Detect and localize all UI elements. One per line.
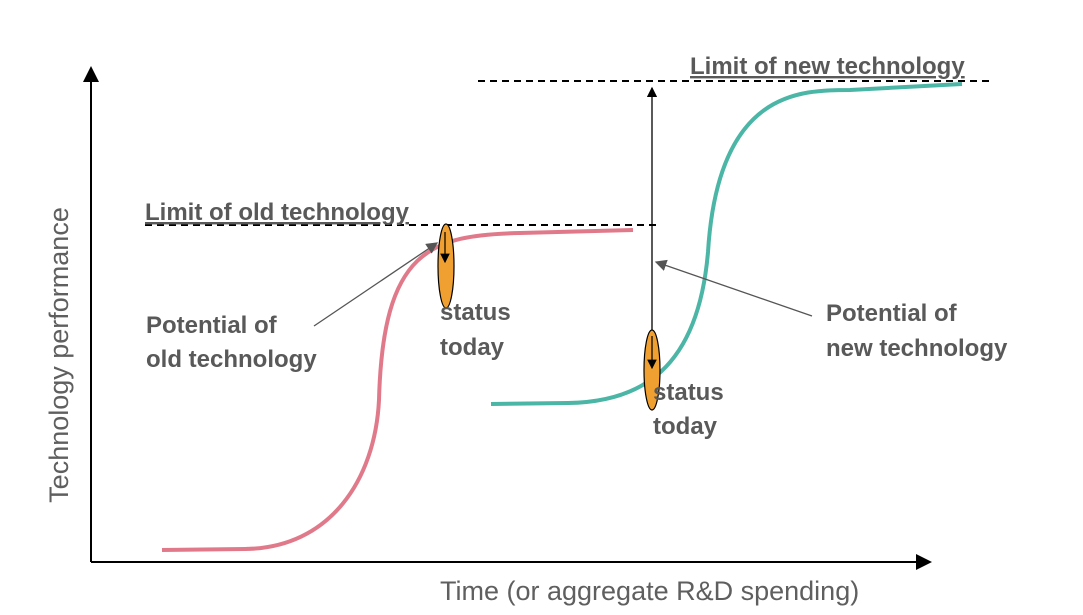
new-potential-pointer [654,259,813,317]
potential-old-label-line2: old technology [146,346,317,373]
potential-old-label-line1: Potential of [146,312,278,339]
potential-new-label-line2: new technology [826,335,1008,362]
old-status-marker [437,223,455,309]
old-potential-pointer [313,242,439,327]
old-technology-curve [161,228,634,552]
new-technology-curve [490,82,963,406]
potential-new-label-line1: Potential of [826,300,958,327]
old-limit-label: Limit of old technology [145,199,410,226]
x-axis-label: Time (or aggregate R&D spending) [440,576,859,606]
status-new-label-line2: today [653,413,718,440]
y-axis-label: Technology performance [44,207,74,503]
new-limit-label: Limit of new technology [690,53,965,80]
status-old-label-line2: today [440,334,505,361]
status-old-label-line1: status [440,299,511,326]
status-new-label-line1: status [653,379,724,406]
new-status-marker [643,329,661,411]
